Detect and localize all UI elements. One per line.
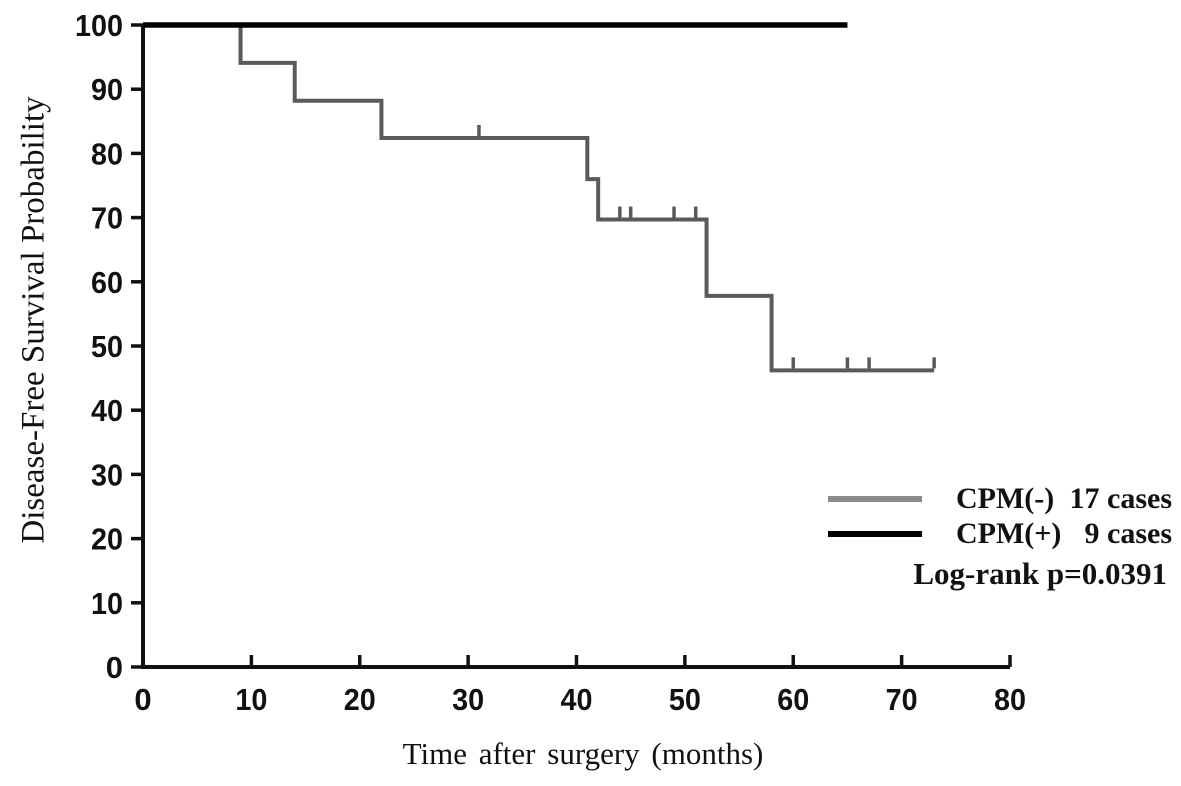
legend-case-count: 17 cases (1069, 481, 1172, 515)
y-axis-ticks: 0 10 20 30 40 50 60 70 80 90 100 (75, 8, 143, 685)
y-tick-label: 70 (91, 201, 123, 236)
y-tick-label: 0 (106, 650, 123, 685)
survival-curves (143, 22, 936, 373)
legend-item-cpm-positive: CPM(+) 9 cases (828, 516, 1172, 551)
y-tick-label: 20 (91, 522, 123, 557)
x-tick-label: 80 (994, 682, 1026, 717)
y-tick-label: 90 (91, 72, 123, 107)
legend: CPM(-) 17 cases CPM(+) 9 cases (828, 481, 1172, 551)
x-tick-label: 0 (134, 682, 151, 717)
x-tick-label: 70 (886, 682, 918, 717)
x-tick-label: 10 (235, 682, 267, 717)
axis-line (141, 25, 1010, 669)
y-tick-label: 10 (91, 586, 123, 621)
survival-curve-cpm (143, 23, 935, 373)
y-tick-label: 50 (91, 329, 123, 364)
log-rank-p-value: Log-rank p=0.0391 (913, 556, 1167, 591)
x-axis-title: Time after surgery (months) (402, 736, 764, 771)
x-axis-ticks: 0 10 20 30 40 50 60 70 80 (134, 655, 1026, 717)
y-tick-label: 100 (75, 8, 123, 43)
legend-label: CPM(-) (956, 481, 1055, 515)
x-tick-label: 30 (452, 682, 484, 717)
y-tick-label: 40 (91, 393, 123, 428)
legend-swatch-cpm-positive (828, 530, 922, 537)
y-tick-label: 60 (91, 265, 123, 300)
x-tick-label: 60 (777, 682, 809, 717)
x-tick-label: 40 (561, 682, 593, 717)
axes (141, 25, 1010, 669)
y-axis-title: Disease-Free Survival Probability (15, 96, 52, 544)
y-tick-label: 30 (91, 457, 123, 492)
legend-item-cpm-negative: CPM(-) 17 cases (828, 481, 1172, 516)
legend-case-count: 9 cases (1084, 516, 1172, 550)
x-tick-label: 20 (344, 682, 376, 717)
y-tick-label: 80 (91, 136, 123, 171)
x-tick-label: 50 (669, 682, 701, 717)
legend-swatch-cpm-negative (828, 495, 922, 502)
legend-label: CPM(+) (956, 516, 1062, 550)
